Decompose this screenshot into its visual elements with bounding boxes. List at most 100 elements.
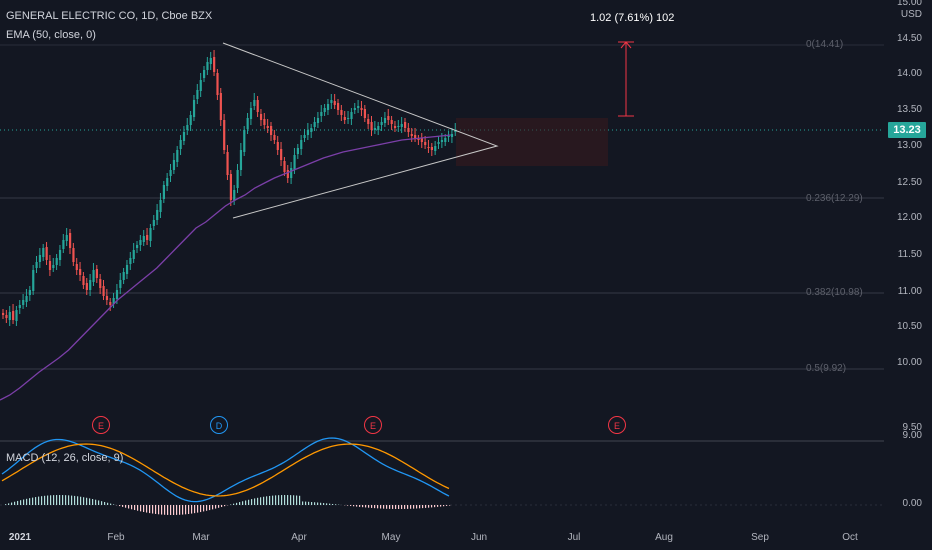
macd-bar xyxy=(122,505,124,507)
macd-bar xyxy=(212,505,214,510)
candle-body xyxy=(353,108,356,110)
macd-bar xyxy=(239,502,241,505)
candle-body xyxy=(306,130,310,135)
candle-body xyxy=(75,264,78,270)
candle-body xyxy=(454,130,457,132)
macd-bar xyxy=(59,495,61,505)
candle-body xyxy=(370,122,373,130)
ema-legend[interactable]: EMA (50, close, 0) xyxy=(6,29,96,41)
macd-bar xyxy=(101,501,103,505)
candle-body xyxy=(363,109,366,118)
macd-bar xyxy=(287,495,289,505)
candle-body xyxy=(115,290,119,299)
candle-body xyxy=(313,122,316,127)
price-tick-label: 12.00 xyxy=(896,212,922,223)
candle-body xyxy=(152,220,155,226)
macd-bar xyxy=(11,502,13,505)
macd-bar xyxy=(80,496,82,505)
macd-bar xyxy=(92,499,94,505)
candle-body xyxy=(249,108,253,119)
candle-body xyxy=(92,270,95,282)
candle-body xyxy=(176,150,179,162)
macd-bar xyxy=(38,496,40,505)
candle-body xyxy=(253,100,256,106)
time-tick-label: 2021 xyxy=(8,532,32,543)
macd-bar xyxy=(353,505,355,507)
candle-body xyxy=(320,112,323,116)
macd-bar xyxy=(83,497,85,505)
macd-bar xyxy=(230,504,232,505)
candle-body xyxy=(383,118,387,123)
macd-bar xyxy=(8,503,10,505)
candle-body xyxy=(450,134,454,137)
price-tick-label: 15.00 xyxy=(896,0,922,8)
macd-bar xyxy=(32,497,34,505)
candle-body xyxy=(166,178,169,186)
symbol-title[interactable]: GENERAL ELECTRIC CO, 1D, Cboe BZX xyxy=(6,10,213,22)
price-tick-label: 9.50 xyxy=(902,422,922,433)
candle-body xyxy=(102,286,105,296)
candle-body xyxy=(424,142,427,145)
macd-bar xyxy=(332,503,334,505)
macd-tick: 0.00 xyxy=(902,498,922,509)
candles-group xyxy=(2,50,457,326)
candle-body xyxy=(182,132,186,141)
macd-bar xyxy=(398,505,400,509)
candle-body xyxy=(377,126,380,130)
candle-body xyxy=(45,247,48,260)
macd-bar xyxy=(86,497,88,505)
ema-line xyxy=(0,134,451,401)
macd-bar xyxy=(47,495,49,505)
earnings-marker[interactable]: E xyxy=(92,416,110,434)
macd-bar xyxy=(386,505,388,509)
macd-bar xyxy=(110,503,112,505)
candle-body xyxy=(219,93,222,120)
measure-arrow xyxy=(620,41,632,49)
macd-bar xyxy=(125,505,127,508)
pane-divider[interactable] xyxy=(0,440,884,442)
candle-body xyxy=(159,200,162,212)
candle-body xyxy=(18,305,21,308)
macd-bar xyxy=(422,505,424,509)
candle-body xyxy=(149,228,152,241)
macd-bar xyxy=(323,503,325,505)
macd-bar xyxy=(185,505,187,515)
macd-bar xyxy=(77,496,79,505)
price-tick-label: 12.50 xyxy=(896,177,922,188)
earnings-marker[interactable]: E xyxy=(364,416,382,434)
macd-bar xyxy=(407,505,409,509)
macd-bar xyxy=(443,505,445,507)
candle-body xyxy=(95,269,98,278)
candle-body xyxy=(340,110,343,115)
macd-legend[interactable]: MACD (12, 26, close, 9) xyxy=(6,452,124,464)
macd-bar xyxy=(146,505,148,513)
macd-bar xyxy=(410,505,412,509)
candle-body xyxy=(223,120,226,150)
dividend-marker[interactable]: D xyxy=(210,416,228,434)
macd-bar xyxy=(65,495,67,505)
macd-bar xyxy=(425,505,427,508)
candle-body xyxy=(28,290,31,295)
candle-body xyxy=(417,139,420,140)
candle-body xyxy=(69,233,72,248)
candle-body xyxy=(360,108,363,110)
candle-body xyxy=(293,155,296,170)
candle-body xyxy=(239,150,243,170)
triangle-pattern[interactable] xyxy=(222,42,499,219)
candle-body xyxy=(129,258,132,264)
time-tick-label: Oct xyxy=(842,532,858,543)
candle-body xyxy=(52,265,55,268)
price-tick-label: 10.00 xyxy=(896,357,922,368)
macd-bar xyxy=(404,505,406,509)
macd-bar xyxy=(188,505,190,514)
macd-histogram xyxy=(5,495,451,515)
macd-bar xyxy=(275,495,277,505)
macd-bar xyxy=(335,504,337,505)
candle-body xyxy=(347,118,350,119)
candle-body xyxy=(273,135,276,140)
candle-body xyxy=(48,261,52,270)
earnings-marker[interactable]: E xyxy=(608,416,626,434)
time-tick-label: Mar xyxy=(192,532,210,543)
macd-bar xyxy=(74,495,76,505)
